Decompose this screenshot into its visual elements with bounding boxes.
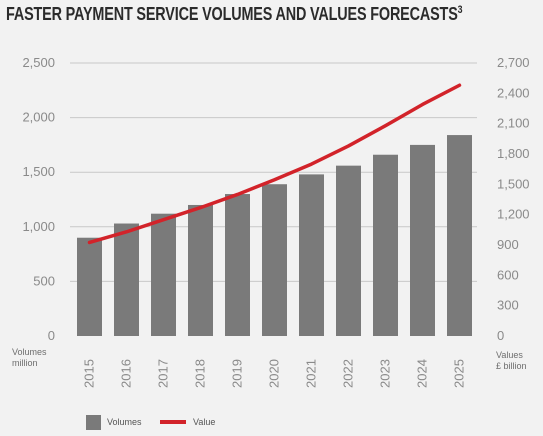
legend-value-swatch: [160, 420, 186, 424]
right-tick-label: 600: [497, 267, 519, 282]
x-tick-label: 2015: [82, 359, 97, 388]
volume-bar: [299, 174, 324, 336]
x-tick-label: 2020: [267, 359, 282, 388]
chart-title: FASTER PAYMENT SERVICE VOLUMES AND VALUE…: [6, 4, 463, 25]
right-tick-label: 1,200: [497, 207, 530, 222]
volume-bar: [336, 165, 361, 336]
value-line: [87, 83, 462, 245]
x-tick-label: 2019: [230, 359, 245, 388]
x-tick-label: 2017: [156, 359, 171, 388]
left-axis-label-line2: million: [12, 358, 38, 368]
volume-bar: [373, 154, 398, 336]
chart-title-footnote: 3: [457, 4, 463, 16]
volume-bar: [77, 237, 102, 336]
legend-volumes-label: Volumes: [107, 417, 142, 427]
volume-bar: [114, 223, 139, 336]
x-tick-label: 2018: [193, 359, 208, 388]
legend: Volumes Value: [86, 415, 215, 430]
chart-title-text: FASTER PAYMENT SERVICE VOLUMES AND VALUE…: [6, 4, 458, 24]
volume-bar: [410, 144, 435, 336]
left-tick-label: 1,000: [22, 219, 55, 234]
left-tick-label: 500: [33, 273, 55, 288]
volume-bar: [447, 135, 472, 336]
x-axis-ticks: 2015 2016 2017 2018 2019 2020 2021 2022 2023 2024…: [82, 359, 467, 388]
right-tick-label: 0: [497, 328, 504, 343]
left-axis-ticks: 0 500 1,000 1,500 2,000 2,500: [22, 55, 55, 343]
right-tick-label: 2,400: [497, 85, 530, 100]
right-tick-label: 1,500: [497, 176, 530, 191]
right-axis-ticks: 0 300 600 900 1,200 1,500 1,800 2,100 2,400 2,700: [497, 55, 530, 343]
x-tick-label: 2025: [452, 359, 467, 388]
left-tick-label: 2,000: [22, 110, 55, 125]
volume-bar: [225, 194, 250, 336]
x-tick-label: 2024: [415, 359, 430, 388]
right-tick-label: 300: [497, 298, 519, 313]
left-tick-label: 1,500: [22, 164, 55, 179]
right-axis-label-line2: £ billion: [496, 361, 527, 371]
left-axis-label-line1: Volumes: [12, 347, 47, 357]
left-tick-label: 0: [48, 328, 55, 343]
volume-bars: [77, 135, 472, 336]
x-tick-label: 2021: [304, 359, 319, 388]
legend-value-label: Value: [193, 417, 215, 427]
right-tick-label: 900: [497, 237, 519, 252]
legend-volumes-swatch: [86, 415, 101, 430]
volume-bar: [151, 213, 176, 336]
x-tick-label: 2023: [378, 359, 393, 388]
volume-bar: [262, 184, 287, 336]
x-tick-label: 2022: [341, 359, 356, 388]
right-tick-label: 1,800: [497, 146, 530, 161]
left-tick-label: 2,500: [22, 55, 55, 70]
volume-bar: [188, 204, 213, 336]
right-tick-label: 2,100: [497, 116, 530, 131]
x-tick-label: 2016: [119, 359, 134, 388]
right-axis-label-line1: Values: [496, 350, 523, 360]
right-tick-label: 2,700: [497, 55, 530, 70]
value-line-group: [87, 83, 462, 245]
